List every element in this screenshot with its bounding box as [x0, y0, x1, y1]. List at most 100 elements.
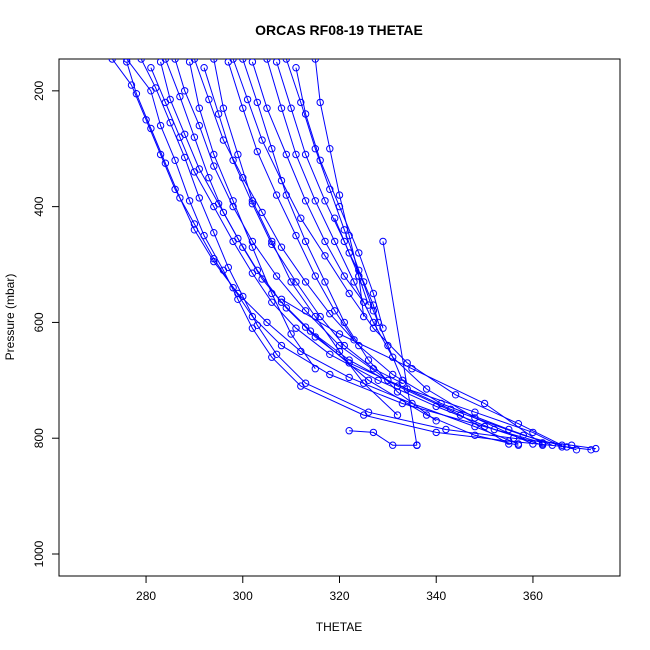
data-point [340, 272, 348, 280]
data-point [389, 370, 397, 379]
data-point [181, 87, 189, 95]
data-point [422, 385, 431, 393]
series-line [305, 326, 519, 446]
data-point [301, 150, 310, 159]
data-point [190, 226, 199, 234]
data-point [272, 191, 281, 199]
data-point [229, 197, 237, 205]
data-point [374, 376, 382, 384]
data-point [471, 408, 479, 416]
data-point [219, 208, 228, 217]
data-point [156, 59, 165, 66]
data-point [210, 229, 218, 237]
data-point [369, 365, 378, 373]
series-line [213, 59, 398, 416]
data-point [277, 176, 286, 185]
series-line [189, 61, 316, 369]
data-point [563, 443, 571, 451]
data-point [282, 59, 290, 63]
data-point [408, 365, 416, 373]
data-point [297, 214, 305, 222]
data-point [345, 289, 353, 298]
data-point [345, 231, 353, 240]
x-axis-label: THETAE [316, 620, 362, 634]
data-point [345, 373, 353, 382]
series-line [174, 59, 577, 451]
data-point [369, 289, 378, 298]
data-point [413, 441, 421, 449]
data-point [345, 427, 353, 435]
data-point [210, 257, 218, 266]
profile-series-19 [156, 59, 513, 448]
series-line [150, 67, 543, 446]
data-point [316, 156, 324, 165]
profile-series-14 [292, 64, 387, 332]
data-point [369, 307, 378, 315]
data-point [292, 278, 300, 286]
data-point [335, 202, 344, 211]
data-point [326, 350, 334, 358]
data-point [248, 237, 257, 246]
profile-series-17 [248, 59, 368, 306]
y-tick-label: 200 [32, 81, 46, 101]
series-line [382, 241, 418, 446]
data-point [258, 136, 266, 144]
data-point [248, 312, 257, 321]
data-point [389, 441, 397, 449]
data-point [195, 194, 204, 202]
series-line [251, 61, 365, 303]
series-line [164, 59, 563, 448]
data-point [292, 231, 300, 240]
data-point [108, 59, 116, 63]
profile-series-11 [210, 59, 402, 419]
data-point [451, 391, 460, 399]
data-point [176, 92, 184, 101]
profile-series-20 [272, 59, 373, 309]
data-point [277, 298, 286, 306]
series-line [126, 61, 519, 445]
data-point [326, 185, 334, 194]
data-point [268, 289, 276, 298]
y-axis-label: Pressure (mbar) [3, 274, 17, 361]
data-point [311, 197, 319, 205]
x-tick-label: 300 [233, 589, 253, 603]
data-point [422, 411, 431, 419]
y-axis: 200 400 600 800 1000 [32, 81, 59, 567]
data-point [224, 263, 233, 272]
profile-series-2 [137, 59, 600, 453]
data-point [490, 425, 498, 434]
data-point [592, 444, 600, 453]
data-point [301, 197, 310, 205]
data-point [389, 353, 397, 361]
data-point [253, 98, 261, 107]
data-point [442, 425, 450, 434]
series-line [281, 298, 543, 445]
profile-series-9 [311, 59, 368, 321]
profile-series-10 [171, 59, 581, 454]
data-point [181, 130, 189, 139]
data-point [355, 341, 363, 350]
data-point [219, 104, 228, 112]
data-point [321, 197, 329, 205]
data-point [268, 240, 276, 249]
profile-series-12 [239, 59, 440, 425]
data-point [331, 307, 339, 315]
data-point [287, 330, 295, 338]
data-point [282, 150, 290, 159]
data-point [321, 278, 329, 286]
data-point [277, 295, 286, 303]
data-point [287, 278, 295, 286]
data-point [190, 220, 199, 228]
profile-series-3 [108, 59, 547, 447]
data-point [171, 59, 179, 63]
data-point [432, 428, 440, 437]
x-axis: 280 300 320 340 360 [136, 576, 543, 603]
series-line [140, 59, 596, 450]
x-tick-label: 320 [329, 589, 349, 603]
data-point [316, 98, 324, 107]
data-point [364, 356, 373, 364]
data-point [345, 356, 353, 364]
series-line [160, 61, 510, 445]
data-point [335, 341, 344, 350]
x-tick-label: 280 [136, 589, 156, 603]
